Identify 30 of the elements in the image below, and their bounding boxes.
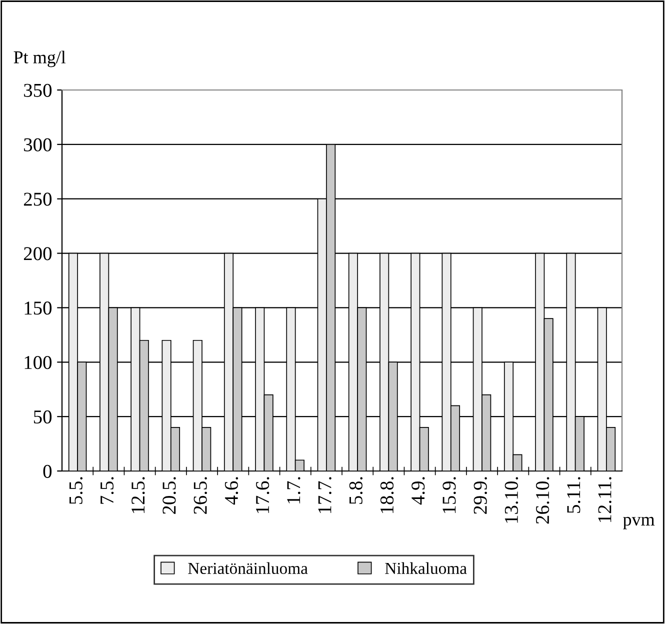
legend-label: Neriatönäinluoma bbox=[188, 562, 308, 574]
y-tick-label: 300 bbox=[24, 138, 52, 152]
x-tick-label: 26.10. bbox=[536, 477, 550, 524]
x-tick-label: 13.10. bbox=[504, 477, 518, 523]
x-tick-label: 29.9. bbox=[474, 477, 487, 514]
x-tick-label: 15.9. bbox=[442, 477, 456, 514]
x-tick-label: 1.7. bbox=[287, 477, 300, 504]
x-tick-label: 5.11. bbox=[567, 477, 580, 513]
y-tick-label: 250 bbox=[24, 192, 52, 206]
x-tick-label: 18.8. bbox=[380, 477, 394, 514]
x-tick-label: 20.5. bbox=[162, 477, 176, 514]
y-tick-label: 0 bbox=[43, 464, 52, 478]
x-tick-label: 5.5. bbox=[70, 477, 83, 504]
y-tick-label: 50 bbox=[34, 410, 52, 424]
y-tick-label: 150 bbox=[24, 302, 52, 315]
x-axis-title: pvm bbox=[623, 516, 655, 530]
y-axis-title: Pt mg/l bbox=[14, 50, 66, 68]
x-tick-label: 4.9. bbox=[412, 477, 425, 505]
legend-label: Nihkaluoma bbox=[385, 562, 467, 574]
x-tick-label: 17.6. bbox=[256, 477, 270, 514]
x-tick-label: 26.5. bbox=[194, 477, 207, 514]
x-tick-label: 4.6. bbox=[224, 477, 238, 505]
y-tick-label: 200 bbox=[24, 247, 52, 260]
x-tick-label: 12.11. bbox=[598, 477, 612, 522]
x-tick-label: 7.5. bbox=[100, 477, 114, 504]
x-tick-label: 17.7. bbox=[318, 477, 332, 514]
y-tick-label: 100 bbox=[24, 356, 52, 370]
x-tick-label: 5.8. bbox=[349, 477, 363, 504]
y-tick-label: 350 bbox=[24, 84, 52, 97]
x-tick-label: 12.5. bbox=[132, 477, 145, 514]
